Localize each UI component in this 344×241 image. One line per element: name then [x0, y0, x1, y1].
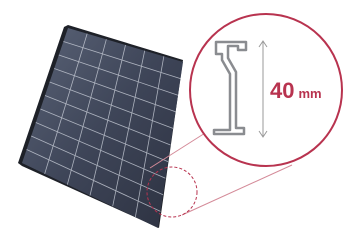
- callout-connector: [182, 165, 292, 215]
- solar-panel-figure: 40 mm: [0, 0, 344, 241]
- dimension-value: 40: [270, 78, 294, 103]
- dimension-unit: mm: [298, 86, 321, 101]
- panel-surface: [22, 28, 183, 228]
